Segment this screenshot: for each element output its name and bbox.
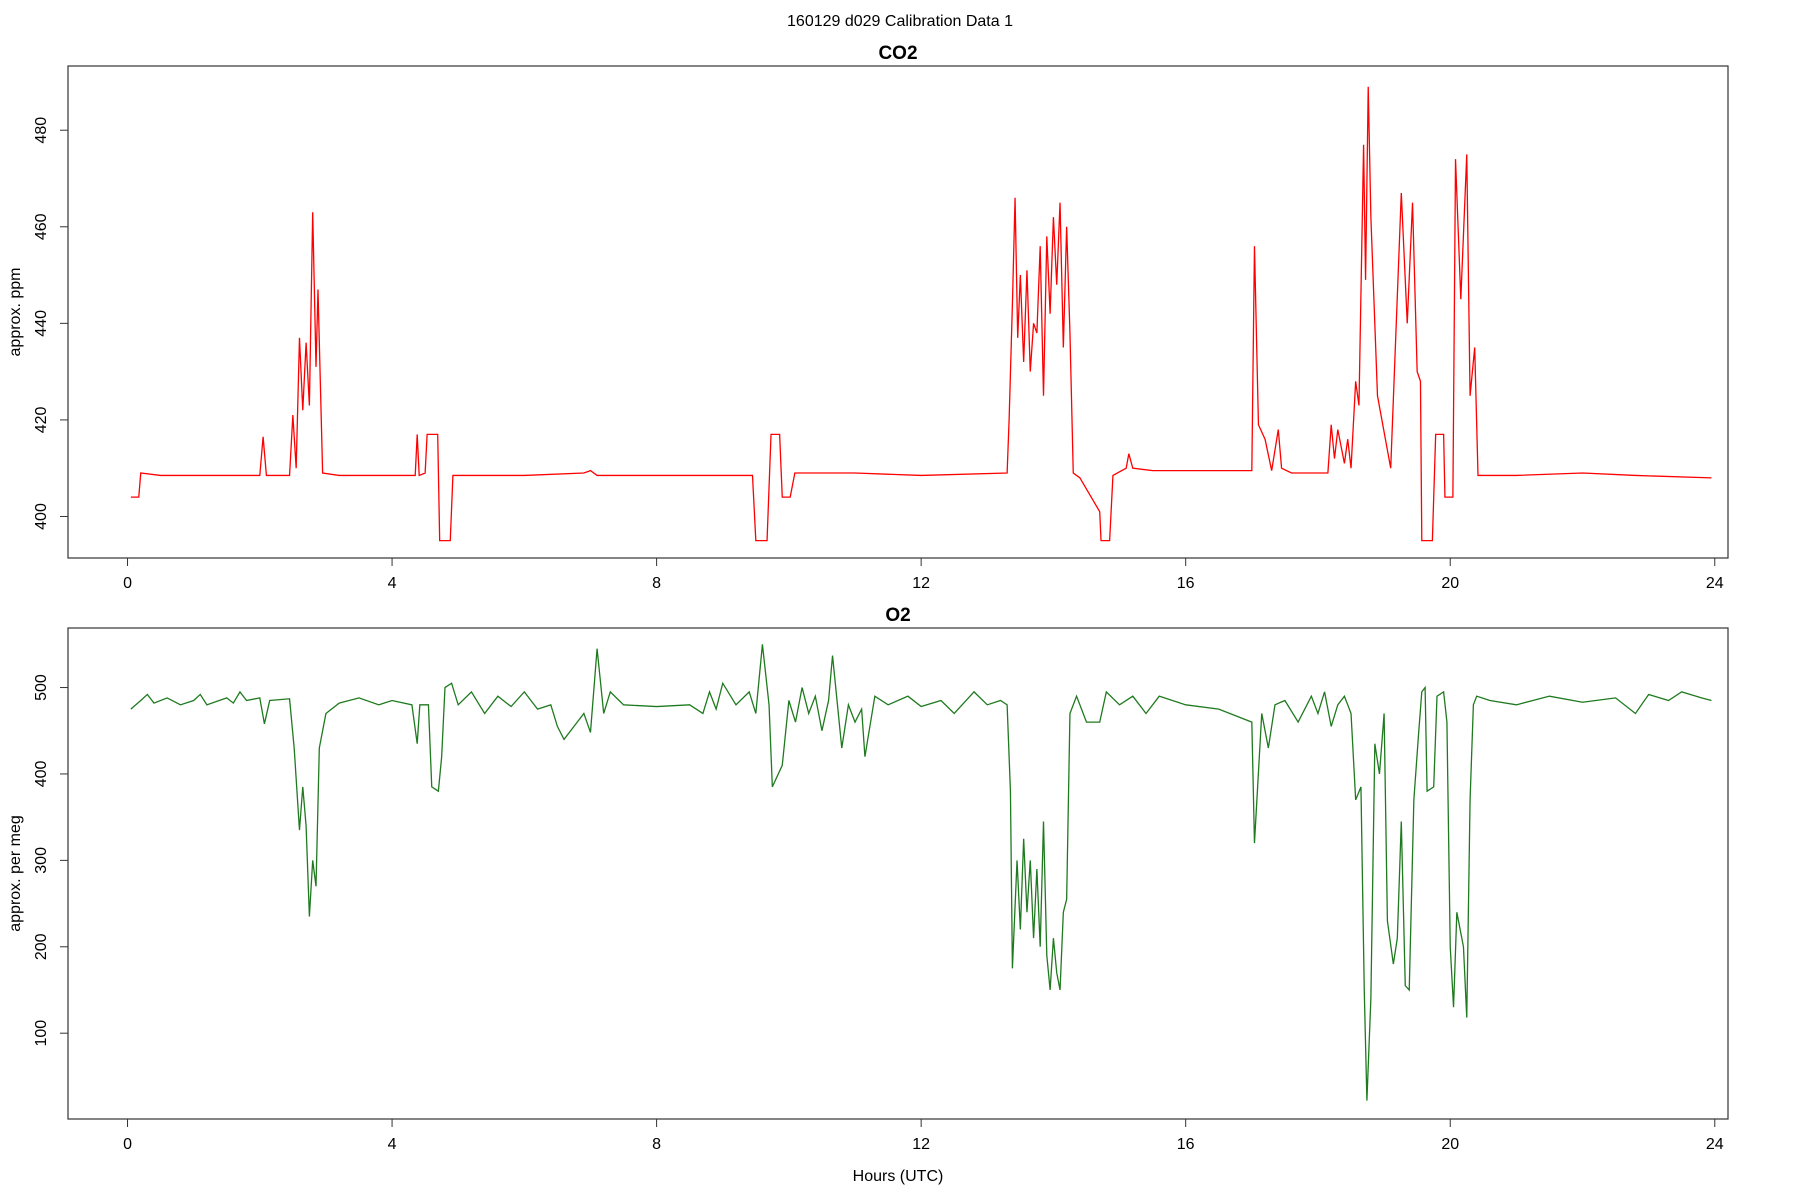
- x-tick-label: 16: [1177, 1136, 1195, 1153]
- x-tick-label: 16: [1177, 575, 1195, 592]
- data-line: [130, 86, 1712, 542]
- x-tick-label: 4: [388, 1136, 397, 1153]
- y-tick-label: 200: [33, 933, 50, 960]
- y-tick-label: 300: [33, 847, 50, 874]
- x-tick-label: 12: [912, 1136, 930, 1153]
- y-tick-label: 440: [33, 310, 50, 337]
- y-tick-label: 420: [33, 406, 50, 433]
- x-tick-label: 20: [1441, 575, 1459, 592]
- y-axis-label: approx. per meg: [7, 815, 24, 932]
- y-tick-label: 400: [33, 503, 50, 530]
- x-tick-label: 0: [123, 575, 132, 592]
- x-axis-label: Hours (UTC): [853, 1168, 944, 1185]
- plot-frame: [67, 627, 1729, 1120]
- panel-title: O2: [885, 605, 910, 626]
- panel-title: CO2: [878, 43, 917, 64]
- y-axis-label: approx. ppm: [7, 268, 24, 357]
- x-tick-label: 24: [1706, 1136, 1724, 1153]
- y-tick-label: 480: [33, 117, 50, 144]
- data-line: [130, 644, 1712, 1101]
- y-tick-label: 100: [33, 1020, 50, 1047]
- x-tick-label: 0: [123, 1136, 132, 1153]
- x-tick-label: 20: [1441, 1136, 1459, 1153]
- x-tick-label: 4: [388, 575, 397, 592]
- x-tick-label: 12: [912, 575, 930, 592]
- y-tick-label: 500: [33, 674, 50, 701]
- x-tick-label: 24: [1706, 575, 1724, 592]
- x-tick-label: 8: [652, 1136, 661, 1153]
- y-tick-label: 460: [33, 213, 50, 240]
- x-tick-label: 8: [652, 575, 661, 592]
- figure-title: 160129 d029 Calibration Data 1: [787, 13, 1013, 30]
- y-tick-label: 400: [33, 761, 50, 788]
